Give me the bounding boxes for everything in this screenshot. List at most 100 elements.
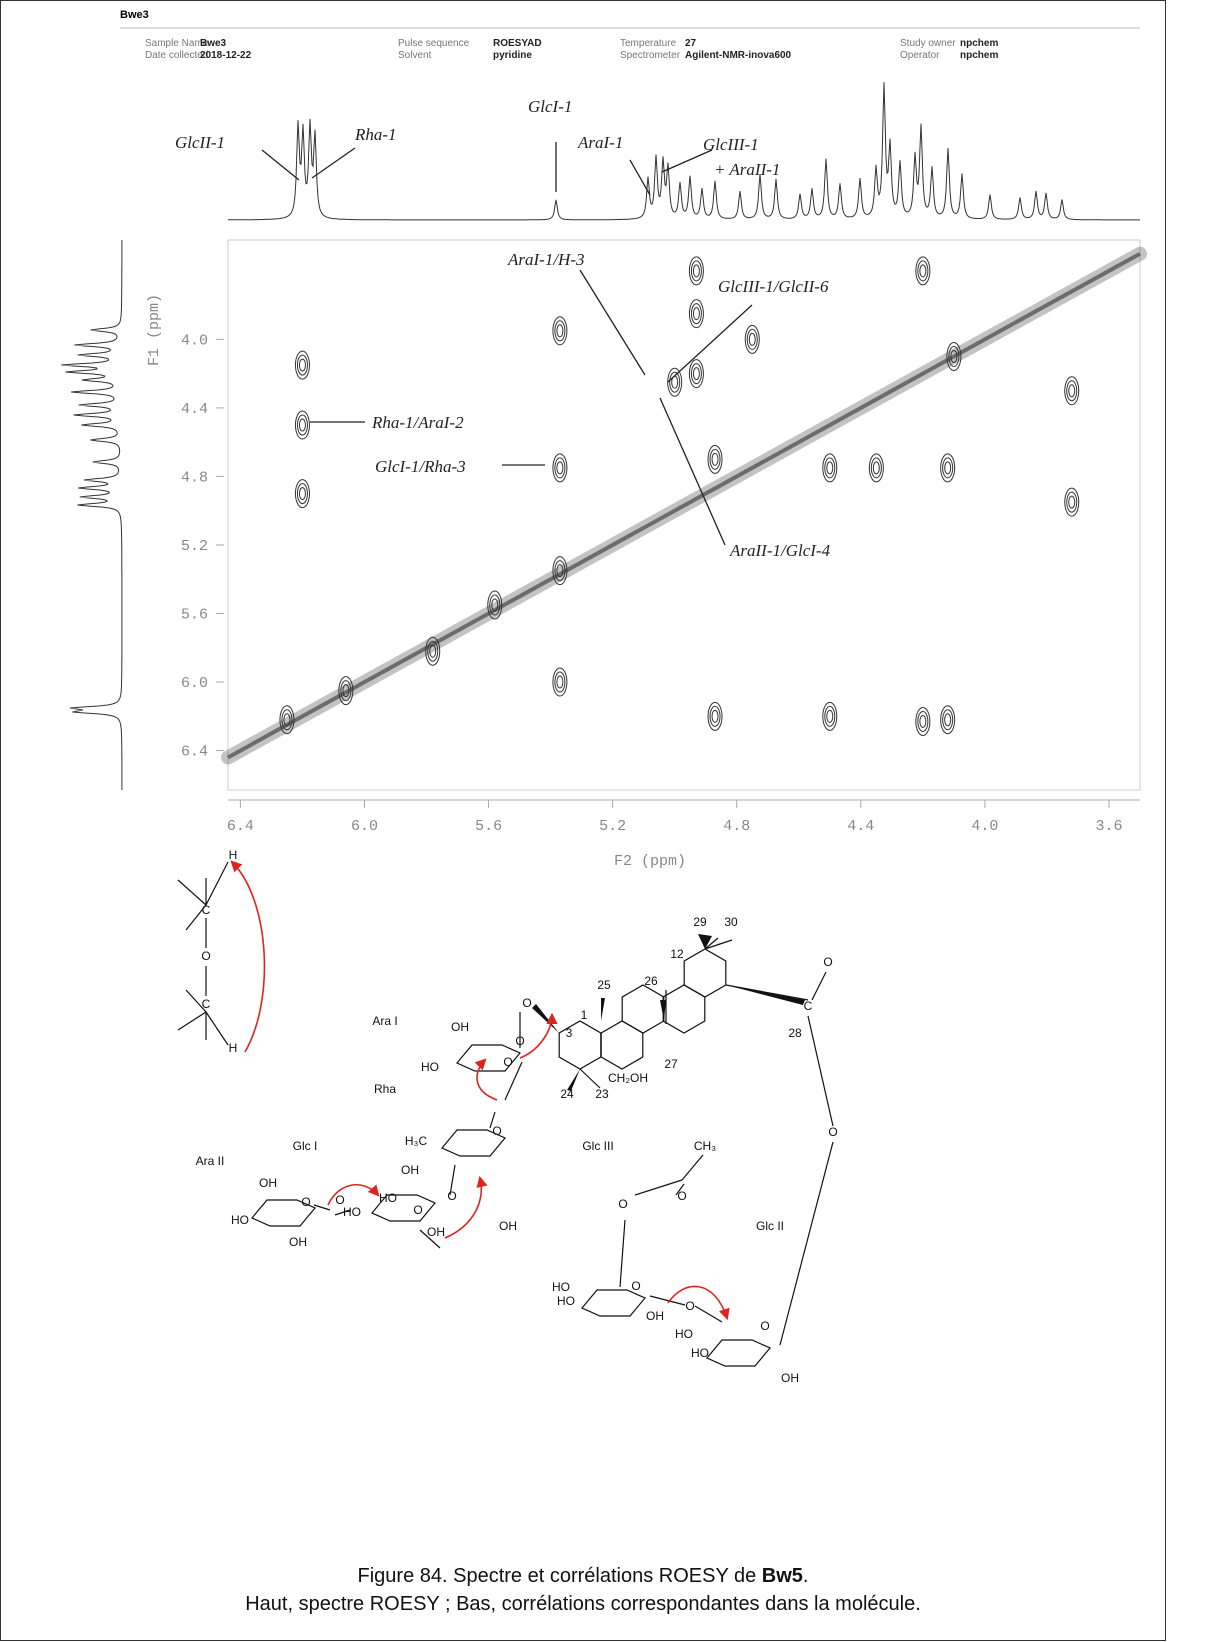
contour xyxy=(281,709,293,731)
contour xyxy=(491,598,499,612)
atom-label: OH xyxy=(499,1219,517,1233)
atom-label: OH xyxy=(401,1163,419,1177)
atom-label: O xyxy=(828,1125,837,1139)
cross-peak xyxy=(552,667,568,697)
cross-peak xyxy=(688,299,704,329)
contour xyxy=(554,457,566,479)
contour xyxy=(294,410,310,440)
field-value: npchem xyxy=(960,50,998,61)
contour xyxy=(279,705,295,735)
contour xyxy=(1066,491,1078,513)
leader xyxy=(579,269,646,376)
contour xyxy=(487,590,503,620)
sugar-ring xyxy=(456,1044,521,1072)
annotation: Rha-1 xyxy=(354,125,397,144)
cross-peak xyxy=(279,705,295,735)
x-tick-label: 4.8 xyxy=(723,818,750,835)
contour xyxy=(556,564,564,578)
y-tick-label: 5.2 xyxy=(181,538,208,555)
atom-label: OH xyxy=(259,1176,277,1190)
annotation: GlcI-1 xyxy=(528,97,572,116)
caption-bold: Bw5 xyxy=(762,1565,803,1587)
annotation: AraI-1 xyxy=(577,133,623,152)
atom-label: 25 xyxy=(597,978,611,992)
annotation: GlcII-1 xyxy=(175,133,225,152)
contour xyxy=(294,479,310,509)
contour xyxy=(944,713,952,727)
atom-label: O xyxy=(492,1124,501,1138)
contour xyxy=(296,414,308,436)
y-tick-label: 6.4 xyxy=(181,744,208,761)
contour xyxy=(950,350,958,364)
annotation: + AraII-1 xyxy=(714,160,780,179)
caption-line-1: Figure 84. Spectre et corrélations ROESY… xyxy=(358,1565,809,1587)
contour xyxy=(298,358,306,372)
atom-label: O xyxy=(677,1189,686,1203)
contour xyxy=(427,640,439,662)
contour xyxy=(946,342,962,372)
atom-label: OH xyxy=(781,1371,799,1385)
x-tick-label: 5.2 xyxy=(599,818,626,835)
contour xyxy=(342,684,350,698)
contour xyxy=(552,667,568,697)
atom-label: O xyxy=(335,1193,344,1207)
cross-peak xyxy=(707,444,723,474)
contour xyxy=(552,453,568,483)
atom-label: O xyxy=(823,955,832,969)
x-tick-label: 3.6 xyxy=(1095,818,1122,835)
field-label: Temperature xyxy=(620,38,677,49)
atom-label: Rha xyxy=(374,1082,396,1096)
y-tick-label: 5.6 xyxy=(181,607,208,624)
atom-label: C xyxy=(804,999,813,1013)
contour xyxy=(690,363,702,385)
contour xyxy=(296,354,308,376)
atom-label: 12 xyxy=(670,947,684,961)
cross-peak xyxy=(1064,376,1080,406)
atom-label: HO xyxy=(557,1294,575,1308)
sugar-ring xyxy=(251,1199,316,1227)
contour xyxy=(294,350,310,380)
atom-label: HO xyxy=(343,1205,361,1219)
atom-label: Glc II xyxy=(756,1219,784,1233)
contour xyxy=(338,676,354,706)
atom-label: HO xyxy=(691,1346,709,1360)
field-value: npchem xyxy=(960,38,998,49)
contour xyxy=(944,461,952,475)
y-tick-label: 4.4 xyxy=(181,401,208,418)
roe-arrow xyxy=(519,1012,558,1059)
field-label: Study owner xyxy=(900,38,956,49)
cross-peak xyxy=(294,410,310,440)
cross-peak xyxy=(707,701,723,731)
contour xyxy=(824,705,836,727)
contour xyxy=(556,675,564,689)
field-value: Agilent-NMR-inova600 xyxy=(685,50,792,61)
atom-label: 29 xyxy=(693,915,707,929)
cross-peak xyxy=(294,479,310,509)
contour xyxy=(709,705,721,727)
atom-label: HO xyxy=(552,1280,570,1294)
field-label: Solvent xyxy=(398,50,432,61)
cross-peak xyxy=(946,342,962,372)
y-tick-label: 6.0 xyxy=(181,675,208,692)
cross-peak xyxy=(487,590,503,620)
cross-peak xyxy=(822,701,838,731)
leader xyxy=(311,147,356,179)
contour xyxy=(940,453,956,483)
annotation: Rha-1/AraI-2 xyxy=(371,413,464,432)
contour xyxy=(1068,495,1076,509)
atom-label: CH₃ xyxy=(694,1139,716,1153)
contour xyxy=(298,418,306,432)
diagonal xyxy=(227,251,1141,760)
contour xyxy=(552,556,568,586)
annotation: AraII-1/GlcI-4 xyxy=(729,541,831,560)
sugar-ring xyxy=(371,1194,436,1222)
ring xyxy=(600,1020,644,1070)
contour xyxy=(667,367,683,397)
cross-peak xyxy=(667,367,683,397)
atom-label: H xyxy=(229,1041,238,1055)
cross-peak xyxy=(940,453,956,483)
annotation: AraI-1/H-3 xyxy=(507,250,584,269)
atom-label: 23 xyxy=(595,1087,609,1101)
contour xyxy=(556,324,564,338)
